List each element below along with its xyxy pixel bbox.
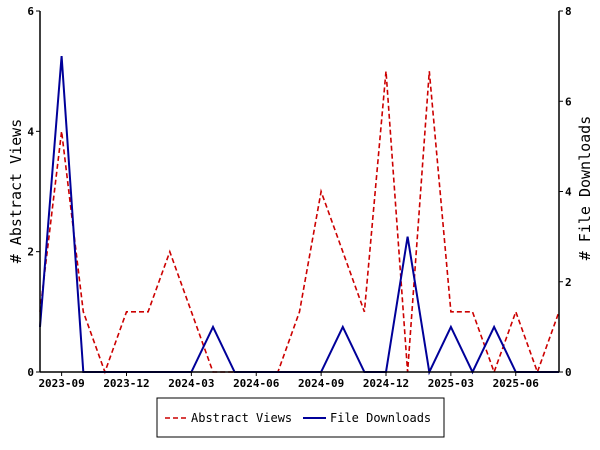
x-tick-label: 2024-03 (168, 377, 214, 390)
y-tick-label-right: 0 (565, 366, 572, 379)
y-tick-label-right: 4 (565, 186, 572, 199)
y-tick-label-left: 2 (27, 246, 34, 259)
legend-label-file-downloads: File Downloads (330, 411, 431, 425)
y-tick-label-left: 0 (27, 366, 34, 379)
x-tick-label: 2023-12 (103, 377, 149, 390)
x-tick-label: 2023-09 (38, 377, 84, 390)
y-axis-label-right: # File Downloads (576, 116, 594, 261)
x-tick-label: 2024-09 (298, 377, 344, 390)
axes: 0 2 4 6 0 2 4 6 8 2023-09 2023-12 2024-03 2024-06 202… (27, 5, 572, 390)
legend-label-abstract-views: Abstract Views (191, 411, 292, 425)
x-tick-label: 2024-06 (233, 377, 280, 390)
y-tick-label-right: 6 (565, 95, 572, 108)
x-tick-label: 2024-12 (363, 377, 409, 390)
y-tick-label-left: 6 (27, 5, 34, 18)
x-tick-label: 2025-03 (428, 377, 474, 390)
series-line-abstract-views (39, 71, 560, 375)
y-axis-label-left: # Abstract Views (7, 119, 25, 264)
x-tick-label: 2025-06 (493, 377, 540, 390)
legend-box (156, 397, 445, 438)
legend: Abstract Views File Downloads (156, 397, 445, 438)
y-tick-label-left: 4 (27, 125, 34, 138)
y-tick-label-right: 2 (565, 276, 572, 289)
y-tick-label-right: 8 (565, 5, 572, 18)
